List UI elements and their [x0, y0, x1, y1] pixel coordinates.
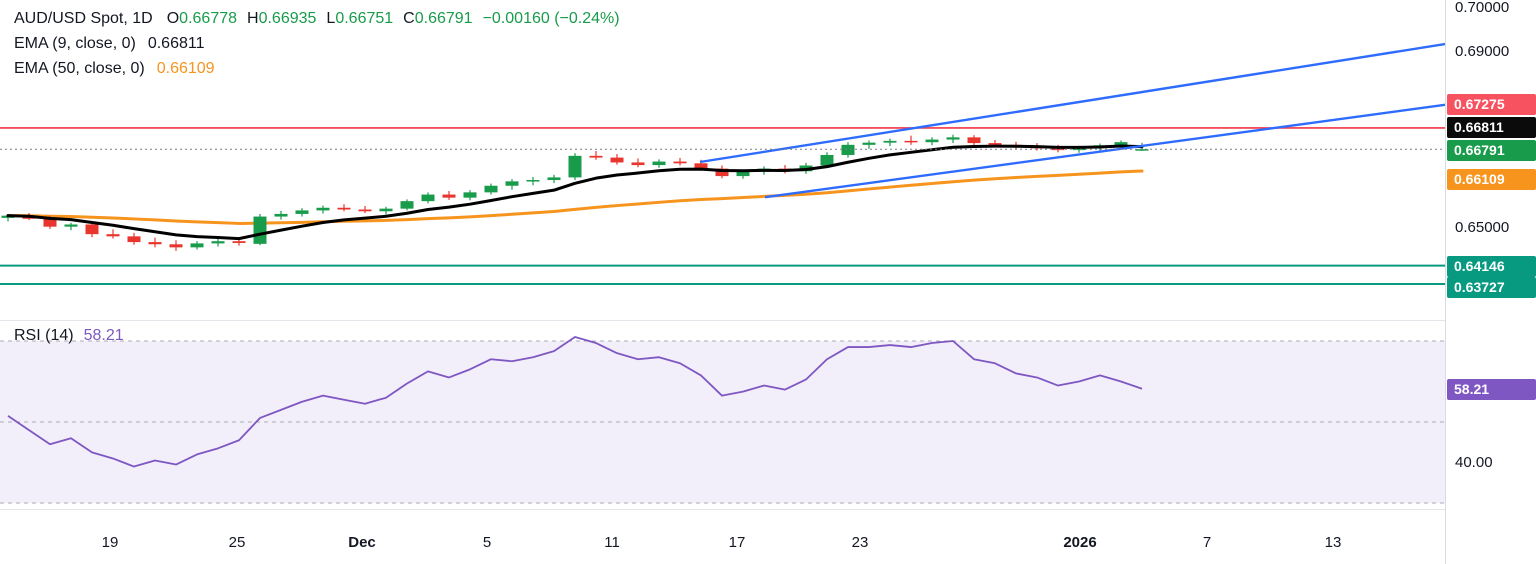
close-label: C	[403, 10, 415, 27]
candle	[967, 135, 981, 146]
rsi-axis-badge: 58.21	[1447, 378, 1536, 400]
candle	[862, 140, 876, 149]
candle	[589, 151, 603, 160]
ohlc-low: L0.66751	[326, 10, 393, 28]
candle	[169, 240, 183, 251]
candle	[484, 183, 498, 195]
rsi-chart[interactable]	[0, 321, 1445, 509]
pane-separator[interactable]	[0, 320, 1536, 321]
rsi-value: 58.21	[83, 327, 124, 344]
time-axis-label: 2026	[1063, 534, 1097, 551]
candle	[295, 208, 309, 217]
time-axis-label: 5	[482, 534, 492, 551]
low-label: L	[326, 10, 336, 27]
candle	[883, 138, 897, 147]
axis-separator	[0, 509, 1536, 510]
candle	[526, 176, 540, 186]
candle	[190, 241, 204, 250]
high-label: H	[247, 10, 259, 27]
candle	[547, 174, 561, 184]
price-axis-badge: 0.64146	[1447, 255, 1536, 277]
ohlc-high: H0.66935	[247, 10, 316, 28]
rsi-label: RSI (14)	[14, 327, 74, 344]
candle	[421, 192, 435, 204]
symbol-row: AUD/USD Spot, 1D O0.66778 H0.66935 L0.66…	[14, 10, 620, 28]
candle	[211, 238, 225, 247]
candle	[358, 206, 372, 214]
price-axis-label: 0.70000	[1455, 0, 1510, 16]
ema50-row[interactable]: EMA (50, close, 0) 0.66109	[14, 60, 620, 78]
rsi-line[interactable]	[7, 336, 1143, 468]
candle	[925, 137, 939, 146]
time-axis-label: 23	[851, 534, 869, 551]
price-axis-badge: 0.63727	[1447, 276, 1536, 298]
ema9-label: EMA (9, close, 0)	[14, 35, 136, 52]
change-value: −0.00160 (−0.24%)	[482, 10, 620, 27]
candle	[316, 205, 330, 214]
rsi-legend[interactable]: RSI (14) 58.21	[14, 327, 124, 345]
low-value: 0.66751	[335, 10, 394, 27]
candle	[400, 199, 414, 211]
candle	[463, 190, 477, 201]
time-axis-label: 13	[1324, 534, 1342, 551]
open-value: 0.66778	[179, 10, 238, 27]
ema9-line[interactable]	[6, 144, 1144, 241]
price-scale[interactable]: 0.70000 0.69000 0.65000 0.67275 0.66811 0.667…	[1445, 0, 1536, 564]
candle	[610, 154, 624, 165]
price-axis-label: 0.69000	[1455, 43, 1510, 60]
price-axis-label: 0.65000	[1455, 219, 1510, 236]
candle	[442, 191, 456, 200]
candle	[673, 158, 687, 166]
price-chart[interactable]	[0, 0, 1445, 320]
candle	[106, 229, 120, 239]
candle	[820, 152, 834, 168]
ema50-value: 0.66109	[156, 60, 215, 77]
time-axis-label: Dec	[348, 534, 376, 551]
ohlc-open: O0.66778	[167, 10, 237, 28]
candle	[64, 222, 78, 231]
candle	[568, 153, 582, 181]
trend-line[interactable]	[699, 42, 1445, 164]
ema9-value: 0.66811	[147, 35, 205, 52]
price-axis-badge: 0.66791	[1447, 139, 1536, 161]
candle	[253, 213, 267, 246]
price-axis-badge: 0.67275	[1447, 93, 1536, 115]
open-label: O	[166, 10, 180, 27]
time-axis-label: 19	[101, 534, 119, 551]
time-axis-label: 7	[1202, 534, 1212, 551]
ema50-label: EMA (50, close, 0)	[14, 60, 145, 77]
candle	[946, 134, 960, 144]
candle	[379, 206, 393, 215]
candle	[148, 237, 162, 248]
candle	[274, 210, 288, 220]
symbol-title[interactable]: AUD/USD Spot, 1D	[14, 10, 153, 27]
close-value: 0.66791	[414, 10, 473, 27]
candle	[127, 232, 141, 245]
candle	[505, 179, 519, 190]
candle	[652, 159, 666, 168]
candle	[337, 204, 351, 212]
time-axis-label: 11	[604, 534, 620, 551]
high-value: 0.66935	[258, 10, 317, 27]
time-scale[interactable]: 19 25 Dec 5 11 17 23 2026 7 13	[0, 510, 1445, 564]
candle	[841, 142, 855, 158]
candle	[631, 158, 645, 168]
price-axis-badge: 0.66109	[1447, 168, 1536, 190]
candle	[904, 135, 918, 145]
trend-line[interactable]	[764, 103, 1445, 199]
candle	[85, 223, 99, 238]
ema9-row[interactable]: EMA (9, close, 0) 0.66811	[14, 35, 620, 53]
time-axis-label: 25	[228, 534, 246, 551]
ema50-line[interactable]	[6, 169, 1144, 225]
price-legend: AUD/USD Spot, 1D O0.66778 H0.66935 L0.66…	[14, 10, 620, 78]
rsi-axis-label: 40.00	[1455, 454, 1493, 471]
price-axis-badge: 0.66811	[1447, 116, 1536, 138]
time-axis-label: 17	[728, 534, 746, 551]
ohlc-close: C0.66791	[403, 10, 472, 28]
